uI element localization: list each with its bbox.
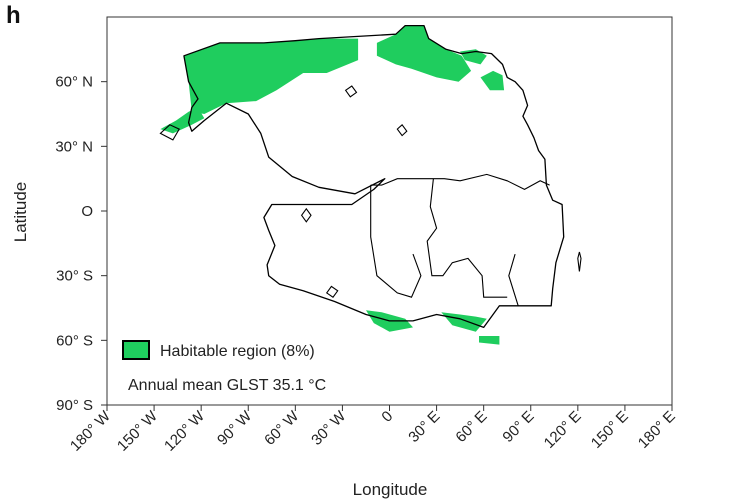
y-tick-label-4: 60° S	[56, 332, 93, 349]
habitable-region-4	[160, 107, 205, 134]
supercontinent-coastline	[183, 24, 565, 329]
inner-coastline-1	[426, 178, 508, 298]
island-4	[344, 85, 358, 98]
x-tick-label-9: 90° E	[499, 408, 537, 446]
y-tick-label-5: 90° S	[56, 397, 93, 414]
inner-coastline-3	[508, 253, 519, 306]
habitable-region-6	[441, 312, 487, 332]
inner-coastline-0	[370, 173, 550, 191]
x-tick-label-8: 60° E	[452, 408, 490, 446]
x-tick-label-11: 150° E	[588, 408, 632, 452]
x-tick-label-3: 90° W	[214, 407, 256, 449]
island-1	[300, 207, 312, 223]
x-tick-label-4: 60° W	[261, 407, 303, 449]
habitable-region-1	[376, 25, 472, 82]
legend-habitable-label: Habitable region (8%)	[160, 343, 315, 360]
x-tick-label-1: 150° W	[114, 407, 162, 455]
x-tick-label-5: 30° W	[308, 407, 350, 449]
x-tick-label-0: 180° W	[67, 407, 115, 455]
coastline-layer	[159, 24, 582, 329]
y-tick-label-2: O	[81, 203, 93, 220]
habitable-layer	[160, 25, 505, 345]
y-axis-title: Latitude	[11, 182, 30, 243]
legend-annotation: Annual mean GLST 35.1 °C	[128, 377, 326, 394]
legend-swatch	[122, 340, 150, 360]
y-tick-label-1: 30° N	[55, 138, 93, 155]
habitable-region-7	[479, 336, 500, 345]
habitable-region-3	[480, 70, 505, 91]
island-3	[325, 285, 339, 298]
y-tick-label-3: 30° S	[56, 268, 93, 285]
x-tick-label-12: 180° E	[635, 408, 679, 452]
habitable-region-0	[183, 38, 359, 114]
panel-label: h	[6, 2, 21, 29]
x-tick-label-6: 0	[378, 408, 396, 426]
x-axis-title: Longitude	[353, 480, 428, 499]
y-tick-label-0: 60° N	[55, 74, 93, 91]
island-5	[396, 123, 408, 137]
inner-coastline-2	[370, 185, 422, 298]
legend: Habitable region (8%) Annual mean GLST 3…	[122, 340, 326, 394]
x-tick-label-10: 120° E	[541, 408, 585, 452]
x-tick-label-2: 120° W	[161, 407, 209, 455]
x-tick-label-7: 30° E	[405, 408, 443, 446]
island-2	[577, 251, 582, 272]
island-0	[159, 124, 180, 141]
